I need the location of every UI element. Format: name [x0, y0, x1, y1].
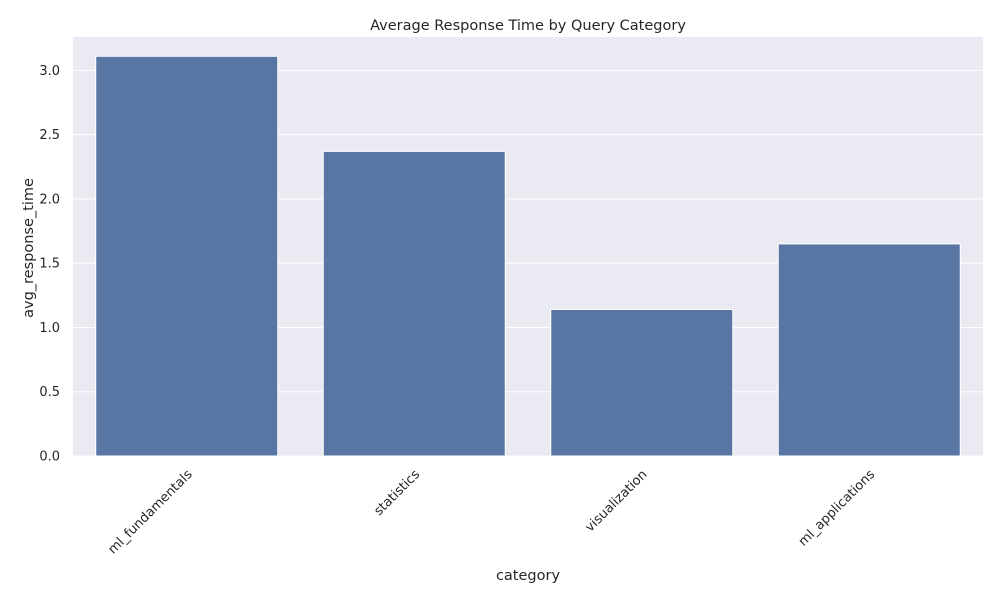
- y-tick-labels: 0.0 0.5 1.0 1.5 2.0 2.5 3.0: [39, 64, 60, 465]
- x-tick-label: ml_fundamentals: [105, 467, 195, 557]
- bar-ml-applications: [777, 243, 961, 457]
- x-tick-label: ml_applications: [796, 467, 878, 549]
- chart-title: Average Response Time by Query Category: [370, 18, 686, 34]
- y-tick-label: 1.0: [39, 321, 60, 336]
- y-tick-label: 2.5: [39, 128, 60, 143]
- y-tick-label: 1.5: [39, 257, 60, 272]
- bars: [95, 55, 961, 457]
- bar-statistics: [322, 150, 506, 457]
- x-tick-labels: ml_fundamentals statistics visualization ml…: [105, 467, 878, 557]
- y-tick-label: 0.5: [39, 385, 60, 400]
- y-tick-label: 2.0: [39, 192, 60, 207]
- y-tick-label: 3.0: [39, 64, 60, 79]
- bar-ml-fundamentals: [95, 55, 279, 457]
- x-tick-label: visualization: [583, 467, 651, 535]
- x-tick-label: statistics: [371, 467, 423, 519]
- y-tick-label: 0.0: [39, 450, 60, 465]
- x-axis-label: category: [496, 568, 561, 584]
- y-axis-label: avg_response_time: [21, 178, 37, 318]
- bar-visualization: [550, 308, 734, 457]
